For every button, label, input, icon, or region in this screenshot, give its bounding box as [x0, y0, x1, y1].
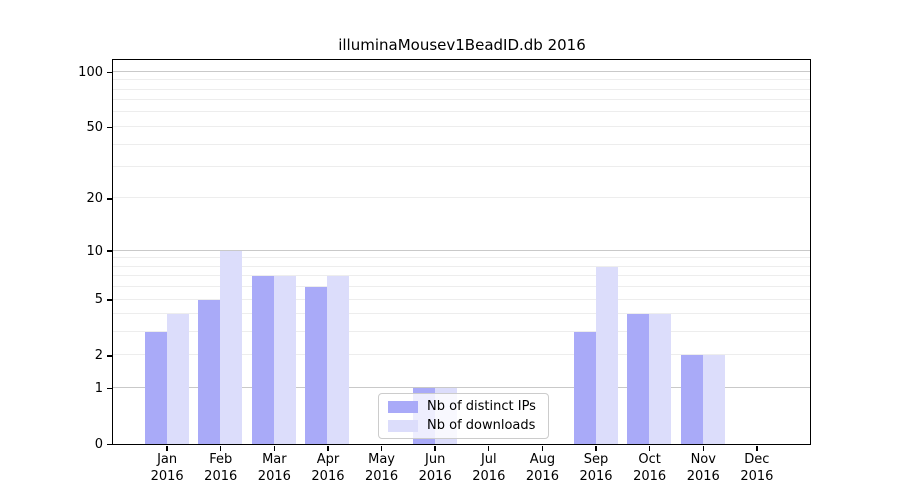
x-tick-mark	[595, 446, 597, 451]
x-tick-mark	[702, 446, 704, 451]
bar-distinct-ips-3	[305, 287, 328, 444]
y-tick-label: 20	[86, 191, 103, 207]
bar-distinct-ips-1	[198, 299, 221, 444]
gridline-minor	[113, 111, 810, 113]
x-tick-mark	[327, 446, 329, 451]
gridline-minor	[113, 143, 810, 145]
gridline-minor	[113, 298, 810, 300]
x-tick-label: Oct 2016	[633, 452, 667, 484]
bar-downloads-8	[595, 266, 618, 444]
x-tick-mark	[380, 446, 383, 451]
gridline-minor	[113, 125, 810, 127]
legend-label-downloads: Nb of downloads	[427, 418, 536, 433]
x-tick-label: Apr 2016	[311, 452, 345, 484]
x-tick-mark	[648, 446, 651, 451]
chart-title: illuminaMousev1BeadID.db 2016	[338, 36, 586, 54]
plot-area: Nb of distinct IPs Nb of downloads	[112, 59, 811, 445]
y-tick-mark	[107, 250, 112, 252]
x-tick-mark	[488, 446, 490, 451]
gridline-minor	[113, 331, 810, 333]
y-tick-mark	[107, 126, 112, 129]
legend-item-downloads: Nb of downloads	[388, 418, 539, 433]
y-tick-mark	[107, 198, 112, 200]
legend-swatch-downloads	[388, 419, 418, 432]
y-tick-mark	[107, 71, 112, 73]
x-tick-label: Jan 2016	[150, 452, 184, 484]
x-tick-label: Mar 2016	[257, 452, 291, 484]
bar-downloads-1	[220, 250, 243, 444]
y-tick-label: 10	[86, 243, 103, 259]
y-tick-label: 2	[94, 348, 103, 364]
legend-label-distinct-ips: Nb of distinct IPs	[427, 399, 536, 414]
gridline-major	[113, 387, 810, 389]
bar-downloads-3	[327, 276, 350, 444]
bar-distinct-ips-10	[680, 355, 703, 444]
x-tick-mark	[434, 446, 436, 451]
y-tick-label: 1	[94, 381, 103, 397]
y-tick-mark	[107, 387, 112, 390]
gridline-minor	[113, 99, 810, 101]
bar-downloads-0	[166, 314, 189, 444]
bar-downloads-10	[702, 355, 725, 444]
gridlines-layer	[113, 60, 810, 444]
x-tick-label: Dec 2016	[740, 452, 774, 484]
gridline-minor	[113, 197, 810, 199]
y-tick-label: 0	[94, 437, 103, 452]
x-tick-mark	[756, 446, 758, 451]
gridline-major	[113, 249, 810, 251]
bar-downloads-9	[649, 314, 672, 444]
gridline-minor	[113, 275, 810, 277]
x-tick-mark	[220, 446, 222, 451]
gridline-minor	[113, 313, 810, 315]
bar-distinct-ips-2	[251, 276, 274, 444]
gridline-minor	[113, 265, 810, 267]
x-tick-label: Sep 2016	[579, 452, 613, 484]
y-tick-mark	[107, 355, 112, 357]
gridline-minor	[113, 257, 810, 259]
legend: Nb of distinct IPs Nb of downloads	[378, 393, 549, 439]
legend-swatch-distinct-ips	[388, 400, 418, 413]
y-tick-label: 100	[78, 64, 103, 80]
bar-distinct-ips-9	[627, 314, 650, 444]
gridline-major	[113, 70, 810, 72]
legend-item-distinct-ips: Nb of distinct IPs	[388, 399, 539, 414]
gridline-minor	[113, 166, 810, 168]
x-tick-label: Aug 2016	[525, 452, 559, 484]
x-tick-mark	[541, 446, 544, 451]
y-tick-mark	[107, 443, 112, 446]
bar-distinct-ips-0	[144, 332, 167, 444]
y-tick-label: 5	[94, 292, 103, 308]
gridline-minor	[113, 88, 810, 90]
gridline-minor	[113, 286, 810, 288]
bar-distinct-ips-8	[573, 332, 596, 444]
gridline-minor	[113, 354, 810, 356]
x-tick-label: May 2016	[365, 452, 399, 484]
x-tick-mark	[166, 446, 168, 451]
x-tick-label: Jun 2016	[418, 452, 452, 484]
y-tick-label: 50	[86, 119, 103, 135]
x-tick-label: Nov 2016	[686, 452, 720, 484]
y-tick-mark	[107, 299, 112, 301]
x-tick-mark	[273, 446, 276, 451]
x-tick-label: Feb 2016	[204, 452, 238, 484]
bar-downloads-2	[273, 276, 296, 444]
gridline-minor	[113, 79, 810, 81]
x-tick-label: Jul 2016	[472, 452, 506, 484]
